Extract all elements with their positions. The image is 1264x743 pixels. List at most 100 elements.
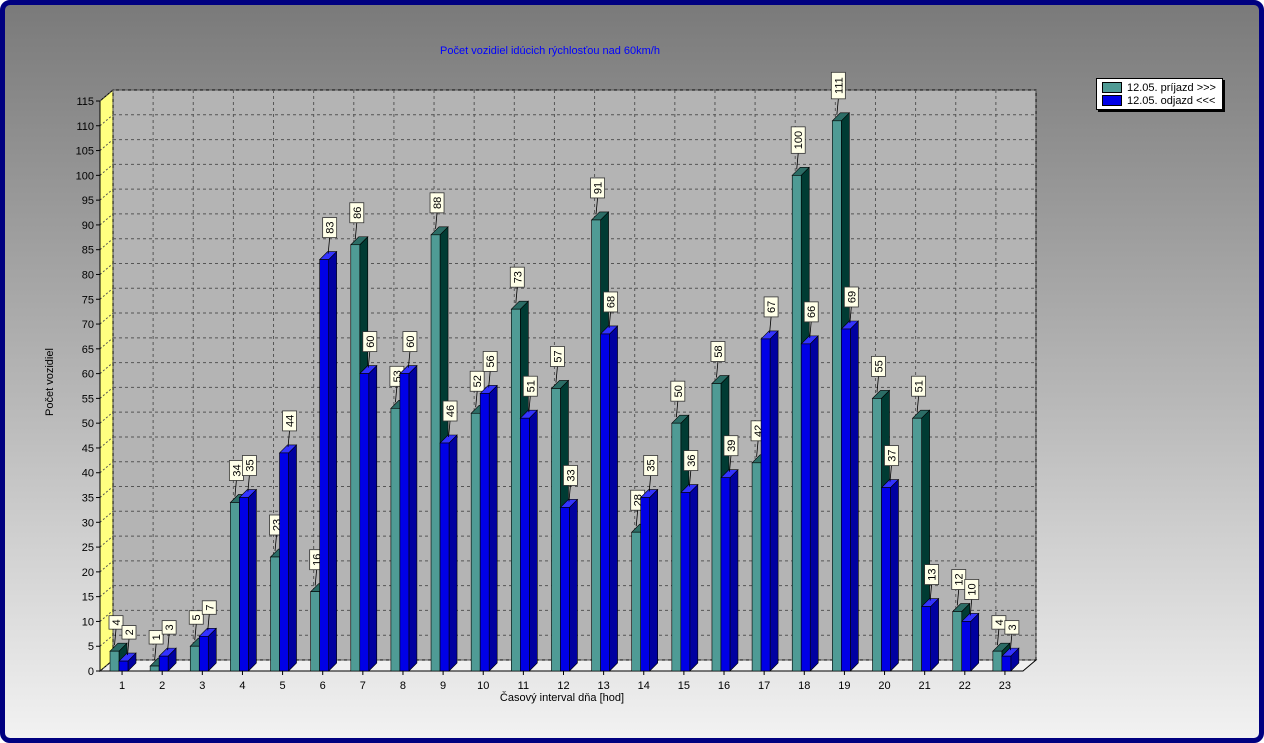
data-label-text: 58 bbox=[713, 345, 725, 357]
x-tick-label: 20 bbox=[878, 680, 890, 692]
data-label-text: 35 bbox=[244, 459, 256, 471]
bar-front bbox=[600, 333, 610, 672]
gridline-wall bbox=[99, 263, 114, 275]
x-axis-title: Časový interval dňa [hod] bbox=[500, 691, 624, 704]
data-label-leader bbox=[395, 386, 398, 403]
data-label-leader bbox=[769, 316, 772, 333]
data-label-leader bbox=[595, 197, 598, 214]
data-label-box bbox=[201, 600, 217, 615]
x-tick-label: 1 bbox=[119, 680, 125, 692]
data-label-leader bbox=[608, 311, 611, 328]
bar-front bbox=[1001, 655, 1012, 672]
y-tick-label: 50 bbox=[82, 418, 94, 430]
data-label-leader bbox=[247, 475, 250, 492]
data-label-box bbox=[241, 455, 257, 476]
data-label-box bbox=[121, 625, 137, 640]
data-label-leader bbox=[154, 644, 157, 661]
bar-series-2 bbox=[639, 488, 659, 672]
data-label-box bbox=[322, 217, 338, 239]
data-label-box bbox=[482, 351, 498, 372]
data-label-text: 86 bbox=[352, 207, 364, 219]
y-tick-label: 90 bbox=[82, 220, 94, 232]
x-tick-label: 3 bbox=[199, 680, 205, 692]
bar-series-2 bbox=[479, 384, 498, 672]
bar-side bbox=[609, 325, 618, 672]
bar-front bbox=[319, 259, 329, 672]
bar-front bbox=[591, 219, 601, 672]
data-label-text: 36 bbox=[686, 454, 698, 466]
data-label-box bbox=[643, 455, 659, 476]
data-label-leader bbox=[889, 465, 892, 482]
bar-front bbox=[832, 120, 842, 672]
bar-front bbox=[872, 398, 882, 672]
data-label-leader bbox=[194, 624, 197, 641]
data-label-text: 68 bbox=[606, 296, 618, 308]
y-tick-label: 0 bbox=[88, 666, 94, 678]
data-label-leader bbox=[167, 634, 170, 651]
data-label-series-2: 44 bbox=[282, 410, 297, 447]
bar-side bbox=[649, 488, 658, 672]
bar-side bbox=[248, 488, 257, 672]
data-label-leader bbox=[488, 371, 491, 388]
data-label-series-1: 1 bbox=[148, 630, 164, 661]
gridline-wall bbox=[99, 510, 114, 523]
bar-series-2 bbox=[519, 409, 539, 672]
bar-front bbox=[671, 422, 682, 672]
data-label-box bbox=[911, 375, 927, 397]
x-tick-label: 2 bbox=[159, 680, 165, 692]
gridline-wall bbox=[99, 387, 114, 399]
data-label-series-2: 46 bbox=[442, 400, 458, 438]
data-label-leader bbox=[568, 485, 571, 502]
bar-side bbox=[328, 250, 337, 672]
data-label-series-2: 10 bbox=[964, 579, 980, 616]
bar-series-2 bbox=[720, 468, 739, 672]
data-label-box bbox=[509, 266, 525, 288]
bar-front bbox=[430, 234, 441, 672]
bar-side bbox=[890, 478, 899, 672]
data-label-series-1: 100 bbox=[790, 126, 806, 170]
data-label-series-2: 39 bbox=[723, 435, 739, 472]
bar-side bbox=[970, 612, 980, 672]
data-label-text: 34 bbox=[231, 464, 243, 476]
data-label-leader bbox=[969, 599, 973, 616]
data-label-text: 37 bbox=[886, 449, 898, 461]
bar-front bbox=[992, 650, 1003, 672]
data-label-leader bbox=[314, 569, 318, 586]
gridline-wall bbox=[99, 89, 114, 102]
data-label-text: 52 bbox=[472, 375, 484, 387]
bar-front bbox=[350, 244, 361, 672]
bar-front bbox=[270, 556, 280, 672]
data-label-series-1: 58 bbox=[710, 341, 726, 378]
data-label-leader bbox=[127, 639, 130, 656]
data-label-box bbox=[763, 296, 779, 318]
data-label-series-2: 67 bbox=[763, 296, 779, 333]
data-label-series-2: 68 bbox=[603, 291, 618, 328]
y-axis-title: Počet vozidiel bbox=[44, 348, 56, 416]
bar-series-2 bbox=[399, 364, 418, 672]
bar-front bbox=[791, 175, 802, 672]
data-label-text: 4 bbox=[994, 619, 1006, 625]
x-tick-label: 13 bbox=[598, 680, 610, 692]
bar-front bbox=[439, 442, 450, 672]
legend-label-series-2: 12.05. odjazd <<< bbox=[1127, 94, 1216, 107]
data-label-leader bbox=[675, 401, 679, 418]
bar-front bbox=[109, 650, 120, 672]
data-label-series-1: 91 bbox=[590, 177, 605, 214]
data-label-box bbox=[790, 126, 806, 154]
y-tick-label: 95 bbox=[82, 195, 94, 207]
bar-front bbox=[198, 636, 209, 672]
x-tick-label: 7 bbox=[360, 680, 366, 692]
data-label-text: 12 bbox=[954, 573, 966, 585]
data-label-text: 91 bbox=[593, 182, 605, 194]
gridline-wall bbox=[99, 634, 114, 647]
data-label-series-2: 33 bbox=[563, 465, 578, 502]
bar-front bbox=[149, 665, 160, 672]
x-tick-label: 9 bbox=[440, 680, 446, 692]
data-label-text: 13 bbox=[927, 568, 939, 580]
data-label-box bbox=[188, 610, 204, 625]
data-label-box bbox=[108, 615, 124, 630]
data-label-text: 51 bbox=[914, 380, 926, 392]
data-label-leader bbox=[448, 420, 451, 438]
data-label-box bbox=[710, 341, 726, 362]
